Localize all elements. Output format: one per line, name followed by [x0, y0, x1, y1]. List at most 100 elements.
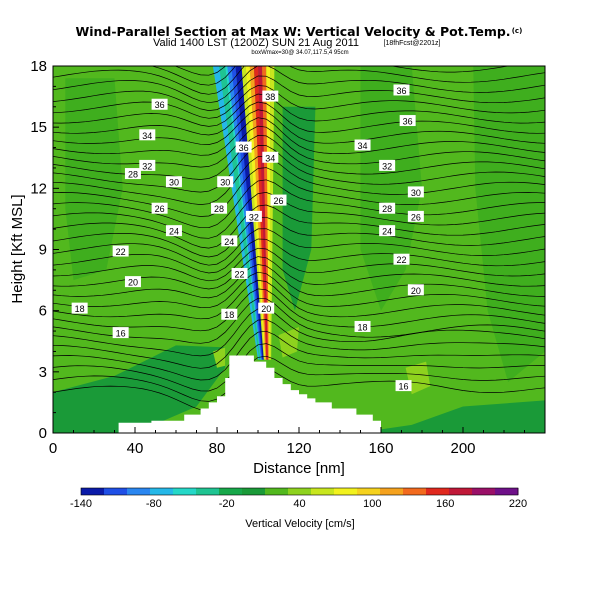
- colorbar-swatch-7: [242, 488, 266, 495]
- contour-label-text-13: 34: [358, 141, 368, 151]
- y-tick-label-2: 6: [39, 303, 47, 320]
- contour-label-30: 24: [221, 235, 238, 247]
- contour-label-text-21: 18: [358, 322, 368, 332]
- contour-label-31: 22: [231, 267, 248, 279]
- contour-label-box-25: [262, 151, 279, 163]
- contour-label-0: 36: [151, 98, 168, 110]
- contour-label-19: 22: [393, 253, 410, 265]
- y-tick-label-4: 12: [30, 180, 47, 197]
- field-patch-4: [53, 345, 226, 433]
- contour-label-text-14: 32: [382, 161, 392, 171]
- contour-label-text-31: 22: [235, 269, 245, 279]
- theta-line-25: [53, 109, 545, 145]
- colorbar-swatch-11: [334, 488, 358, 495]
- contour-label-text-16: 28: [382, 204, 392, 214]
- theta-line-15: [53, 216, 545, 258]
- contour-label-9: 18: [71, 302, 88, 314]
- contour-label-box-26: [245, 210, 262, 222]
- theta-line-1: [53, 355, 545, 402]
- colorbar-swatch-16: [449, 488, 473, 495]
- colorbar-swatch-2: [127, 488, 151, 495]
- contour-label-text-23: 38: [265, 92, 275, 102]
- theta-line-13: [53, 238, 545, 274]
- field-patch-8: [278, 326, 299, 358]
- contour-label-text-30: 24: [224, 237, 234, 247]
- contour-label-text-9: 18: [75, 304, 85, 314]
- contour-label-5: 26: [151, 202, 168, 214]
- contour-label-text-17: 26: [411, 212, 421, 222]
- contour-label-text-25: 34: [265, 153, 275, 163]
- y-axis-label: Height [Kft MSL]: [9, 194, 26, 303]
- y-tick-label-3: 9: [39, 242, 47, 259]
- colorbar-tick-4: 100: [363, 498, 381, 510]
- contour-label-text-28: 28: [214, 204, 224, 214]
- contour-label-box-17: [407, 210, 424, 222]
- contour-label-box-3: [165, 176, 182, 188]
- theta-line-4: [53, 319, 545, 369]
- contour-label-box-13: [354, 139, 371, 151]
- colorbar-swatch-4: [173, 488, 197, 495]
- contour-label-box-5: [151, 202, 168, 214]
- contour-label-box-21: [354, 320, 371, 332]
- contour-label-6: 24: [165, 225, 182, 237]
- contour-label-box-2: [139, 159, 156, 171]
- plot-area: 36 34 32 30 28 26 24 22 20 18 16 36 36 34 32 30 28 26 24 22…: [53, 66, 545, 433]
- x-tick-label-1: 40: [127, 440, 144, 457]
- contour-label-box-0: [151, 98, 168, 110]
- core-band-12: [266, 66, 271, 360]
- contour-label-box-20: [407, 284, 424, 296]
- theta-line-14: [53, 228, 545, 266]
- chart-subtitle-tag: [18fhFcst@2201z]: [384, 40, 441, 47]
- x-tick-label-3: 120: [286, 440, 311, 457]
- y-tick-label-0: 0: [39, 425, 47, 442]
- contour-label-box-7: [112, 245, 129, 257]
- contour-label-26: 32: [245, 210, 262, 222]
- chart-subtitle: Valid 1400 LST (1200Z) SUN 21 Aug 2011: [153, 37, 359, 49]
- theta-line-31: [53, 66, 545, 95]
- chart-info-line: boxWmax=30@ 34.07,117.5,4 95cm: [251, 50, 348, 56]
- contour-label-box-32: [258, 302, 275, 314]
- field-patch-0: [65, 78, 123, 281]
- contour-label-box-27: [217, 176, 234, 188]
- colorbar-tick-0: -140: [70, 498, 92, 510]
- contour-label-box-28: [211, 202, 228, 214]
- theta-line-8: [53, 279, 545, 320]
- colorbar-swatch-14: [403, 488, 427, 495]
- contour-label-32: 20: [258, 302, 275, 314]
- theta-line-32: [150, 66, 511, 86]
- theta-line-24: [53, 117, 545, 156]
- x-axis: 0 40 80 120 160 200: [49, 427, 525, 457]
- colorbar-tick-2: -20: [219, 498, 235, 510]
- contour-label-15: 30: [407, 186, 424, 198]
- contour-label-text-19: 22: [396, 255, 406, 265]
- contour-label-text-8: 20: [128, 278, 138, 288]
- contour-label-text-1: 34: [142, 131, 152, 141]
- contour-label-text-22: 16: [399, 382, 409, 392]
- contour-label-text-11: 36: [396, 86, 406, 96]
- theta-line-27: [53, 93, 545, 127]
- contour-label-text-2: 32: [142, 161, 152, 171]
- theta-line-10: [53, 264, 545, 299]
- contour-label-text-15: 30: [411, 188, 421, 198]
- contour-label-23: 38: [262, 90, 279, 102]
- theta-line-0: [53, 368, 545, 412]
- contour-label-16: 28: [379, 202, 396, 214]
- colorbar-swatch-15: [426, 488, 450, 495]
- colorbar-swatch-3: [150, 488, 174, 495]
- theta-line-5: [53, 308, 545, 357]
- theta-line-29: [53, 75, 545, 111]
- colorbar: [80, 487, 519, 496]
- contour-label-box-6: [165, 225, 182, 237]
- theta-line-21: [53, 145, 545, 193]
- colorbar-tick-5: 160: [436, 498, 454, 510]
- contour-label-text-24: 36: [239, 143, 249, 153]
- contour-label-box-12: [399, 115, 416, 127]
- contour-label-25: 34: [262, 151, 279, 163]
- field-patch-7: [405, 361, 431, 395]
- contour-label-28: 28: [211, 202, 228, 214]
- title-mark: (c): [512, 27, 523, 35]
- contour-label-21: 18: [354, 320, 371, 332]
- colorbar-tick-1: -80: [146, 498, 162, 510]
- x-tick-label-4: 160: [368, 440, 393, 457]
